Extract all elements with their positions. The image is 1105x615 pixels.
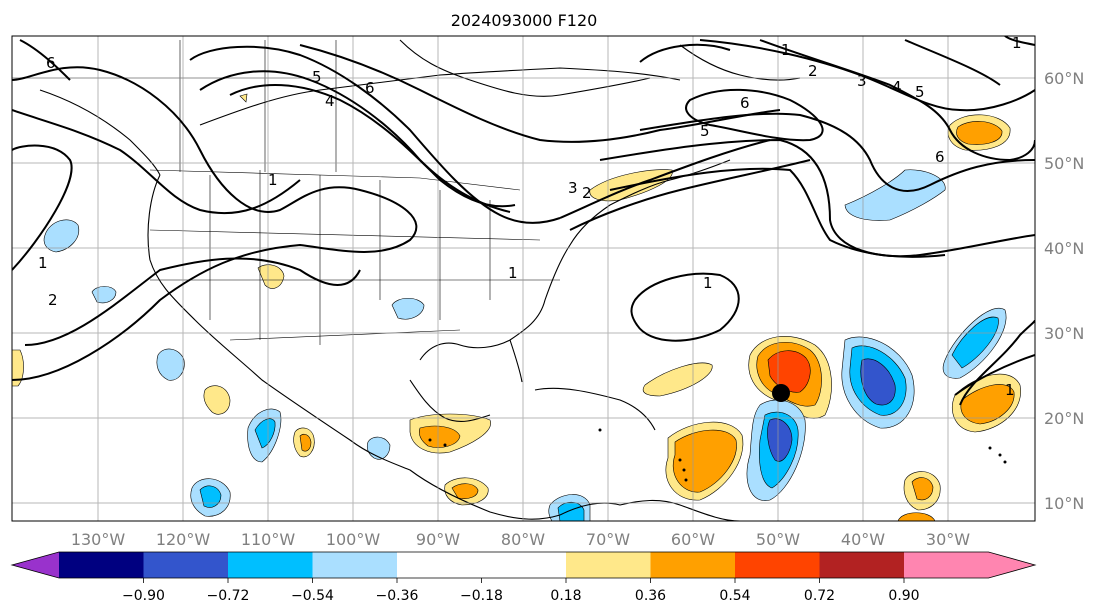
negative-anomaly: [767, 418, 793, 462]
lon-tick-label: 100°W: [326, 530, 381, 549]
colorbar-segment: [228, 552, 313, 578]
contour-label: 6: [740, 94, 750, 112]
positive-anomaly: [203, 385, 231, 415]
negative-anomaly: [844, 169, 946, 221]
contour-label: 4: [325, 92, 335, 110]
positive-anomaly: [673, 429, 737, 493]
colorbar-tick-label: 0.36: [635, 588, 666, 604]
negative-anomaly: [199, 485, 222, 508]
contour-label: 4: [892, 78, 902, 96]
negative-anomaly: [557, 501, 585, 521]
contour-label: 3: [857, 72, 867, 90]
state-borders: [12, 40, 560, 345]
positive-anomaly: [257, 264, 285, 289]
lon-tick-label: 90°W: [416, 530, 460, 549]
colorbar-segment: [397, 552, 566, 578]
positive-anomaly: [299, 433, 312, 452]
lat-tick-label: 30°N: [1044, 324, 1084, 343]
latitude-axis: 60°N 50°N 40°N 30°N 20°N 10°N: [1044, 69, 1084, 513]
map-frame: [11, 35, 1036, 522]
lon-tick-label: 30°W: [926, 530, 970, 549]
shaded-anomalies: [12, 93, 1021, 521]
storm-center-marker: [772, 384, 790, 402]
negative-anomaly: [254, 418, 276, 449]
height-contours: [12, 36, 1035, 406]
colorbar-tick-label: 0.18: [550, 588, 581, 604]
lon-tick-label: 120°W: [156, 530, 211, 549]
contour-label: 2: [48, 291, 58, 309]
colorbar-tick-label: 0.72: [804, 588, 835, 604]
negative-anomaly: [391, 297, 425, 320]
colorbar-segment: [904, 552, 989, 578]
positive-anomaly: [956, 121, 1003, 145]
map-panel: 6 6 6 6 5 5 5 4 4 3 3 2 2 1 1 1 1 1 1 1: [11, 34, 1036, 522]
positive-anomaly: [960, 384, 1015, 425]
contour-label: 1: [268, 171, 278, 189]
lon-tick-label: 130°W: [71, 530, 126, 549]
negative-anomaly: [951, 316, 999, 369]
negative-anomaly: [43, 219, 80, 253]
contour-label: 2: [808, 62, 818, 80]
coastlines: [39, 39, 801, 521]
colorbar: −0.90 −0.72 −0.54 −0.36 −0.18 0.18 0.36 …: [10, 551, 1037, 604]
lat-tick-label: 60°N: [1044, 69, 1084, 88]
colorbar-segment: [312, 552, 397, 578]
negative-anomaly: [156, 348, 185, 381]
colorbar-tick-label: −0.72: [207, 588, 250, 604]
colorbar-tick-label: −0.36: [376, 588, 419, 604]
map-title: 2024093000 F120: [451, 11, 598, 30]
lat-tick-label: 20°N: [1044, 409, 1084, 428]
lat-tick-label: 10°N: [1044, 494, 1084, 513]
colorbar-tick-label: −0.54: [291, 588, 334, 604]
lon-tick-label: 50°W: [756, 530, 800, 549]
contour-label: 5: [915, 83, 925, 101]
colorbar-high-extension: [988, 552, 1035, 578]
colorbar-segment: [566, 552, 651, 578]
lat-tick-label: 50°N: [1044, 154, 1084, 173]
positive-anomaly: [642, 362, 713, 397]
lon-tick-label: 80°W: [501, 530, 545, 549]
longitude-axis: 130°W 120°W 110°W 100°W 90°W 80°W 70°W 6…: [71, 530, 970, 549]
lon-tick-label: 110°W: [241, 530, 296, 549]
lon-tick-label: 60°W: [671, 530, 715, 549]
positive-anomaly: [911, 477, 934, 501]
colorbar-segment: [735, 552, 820, 578]
contour-label: 2: [582, 184, 592, 202]
island-dots: [428, 428, 1007, 482]
contour-label: 1: [781, 41, 791, 59]
colorbar-tick-label: −0.90: [122, 588, 165, 604]
contour-label: 1: [38, 254, 48, 272]
lat-tick-label: 40°N: [1044, 239, 1084, 258]
colorbar-segment: [650, 552, 735, 578]
contour-label: 6: [46, 54, 56, 72]
contour-labels: 6 6 6 6 5 5 5 4 4 3 3 2 2 1 1 1 1 1 1 1: [38, 34, 1022, 399]
colorbar-tick-label: −0.18: [460, 588, 503, 604]
contour-label: 1: [1005, 381, 1015, 399]
contour-label: 6: [365, 79, 375, 97]
positive-anomaly: [239, 93, 248, 103]
lon-tick-label: 70°W: [586, 530, 630, 549]
contour-label: 1: [508, 264, 518, 282]
colorbar-segment: [819, 552, 904, 578]
positive-anomaly: [12, 349, 24, 387]
positive-anomaly: [418, 425, 461, 448]
contour-label: 5: [700, 122, 710, 140]
contour-label: 3: [568, 179, 578, 197]
colorbar-segment: [59, 552, 144, 578]
lon-tick-label: 40°W: [841, 530, 885, 549]
contour-label: 6: [935, 148, 945, 166]
colorbar-tick-label: 0.54: [719, 588, 750, 604]
colorbar-low-extension: [12, 552, 59, 578]
colorbar-segment: [143, 552, 228, 578]
contour-label: 5: [312, 68, 322, 86]
contour-label: 1: [703, 274, 713, 292]
contour-label: 1: [1012, 34, 1022, 52]
positive-anomaly: [451, 483, 479, 499]
colorbar-tick-label: 0.90: [888, 588, 919, 604]
